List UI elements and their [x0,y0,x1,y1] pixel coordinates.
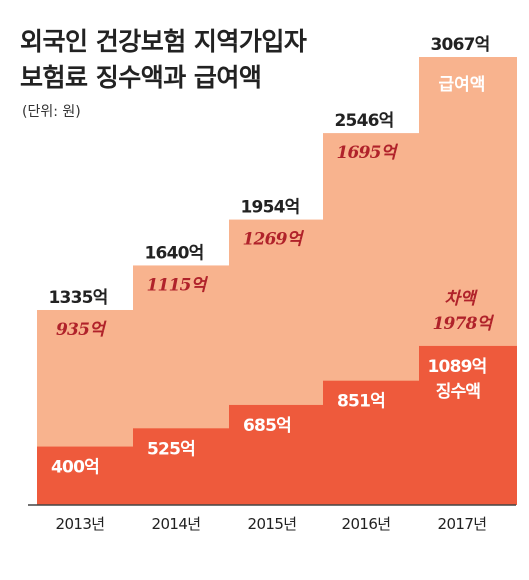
benefit-value-label: 1954억 [241,198,300,218]
difference-value-label: 1115억 [147,275,209,295]
difference-value-label: 1269억 [243,230,305,250]
difference-value-label: 935억 [56,320,107,340]
chart-title-line1: 외국인 건강보험 지역가입자 [20,27,307,56]
collection-value-label: 525억 [147,439,195,459]
difference-value-label: 1978억 [433,314,495,334]
series-name-collection: 징수액 [436,382,481,402]
collection-bar [229,404,327,505]
unit-label: (단위: 원) [22,104,81,120]
collection-value-label: 851억 [337,392,385,412]
benefit-value-label: 2546억 [335,111,394,131]
collection-bar [323,380,421,505]
benefit-value-label: 1640억 [145,243,204,263]
x-tick-label: 2014년 [152,515,201,533]
x-tick-label: 2017년 [438,515,487,533]
x-tick-label: 2013년 [56,515,105,533]
collection-bar [133,428,231,505]
benefit-value-label: 3067억 [431,35,490,55]
series-name-benefit: 급여액 [439,75,486,95]
benefit-value-label: 1335억 [49,288,108,308]
x-tick-label: 2016년 [342,515,391,533]
collection-bar [419,345,517,505]
collection-value-label: 1089억 [428,357,487,377]
collection-value-label: 400억 [51,458,99,478]
collection-value-label: 685억 [243,416,291,436]
chart-title-line2: 보험료 징수액과 급여액 [20,63,261,92]
difference-value-label: 1695억 [337,143,399,163]
collection-bar [37,446,135,505]
bars-group: 1335억 935억 400억 2013년 1640억 1115억 525억 2014년 195… [37,35,517,533]
x-tick-label: 2015년 [248,515,297,533]
series-name-difference: 차액 [444,289,478,309]
